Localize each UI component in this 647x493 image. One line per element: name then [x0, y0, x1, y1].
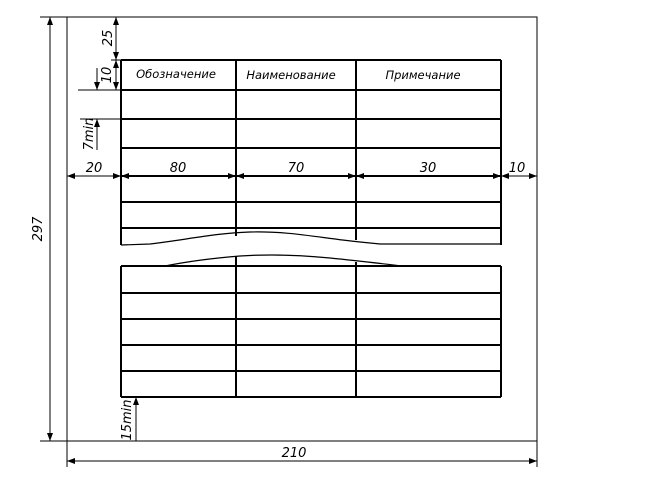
dim-sheet-width	[66, 441, 538, 467]
dim-row-height	[78, 68, 121, 150]
dim-sheet-height-label: 297	[31, 216, 46, 242]
header-name: Наименование	[246, 68, 335, 82]
table-upper	[120, 59, 502, 245]
dim-bottom-margin-label: 15min	[120, 399, 135, 440]
dim-col-name-label: 70	[288, 161, 305, 176]
table-lower	[120, 256, 502, 398]
dim-col-designation-label: 80	[170, 161, 187, 176]
dim-header-height-label: 10	[100, 67, 115, 84]
break-line-upper	[120, 231, 501, 246]
dim-top-margin-label: 25	[101, 30, 116, 47]
header-designation: Обозначение	[136, 67, 216, 81]
dim-sheet-width-label: 210	[282, 446, 307, 461]
dim-col-note-label: 30	[420, 161, 437, 176]
dim-row-height-label: 7min	[82, 118, 97, 151]
dim-left-margin-label: 20	[86, 161, 103, 176]
break-line-lower	[164, 254, 403, 267]
header-note: Примечание	[385, 68, 460, 82]
sheet-outline	[66, 16, 538, 442]
dim-right-margin-label: 10	[509, 161, 526, 176]
dim-bottom-margin	[131, 396, 141, 441]
dim-sheet-height	[40, 16, 67, 442]
